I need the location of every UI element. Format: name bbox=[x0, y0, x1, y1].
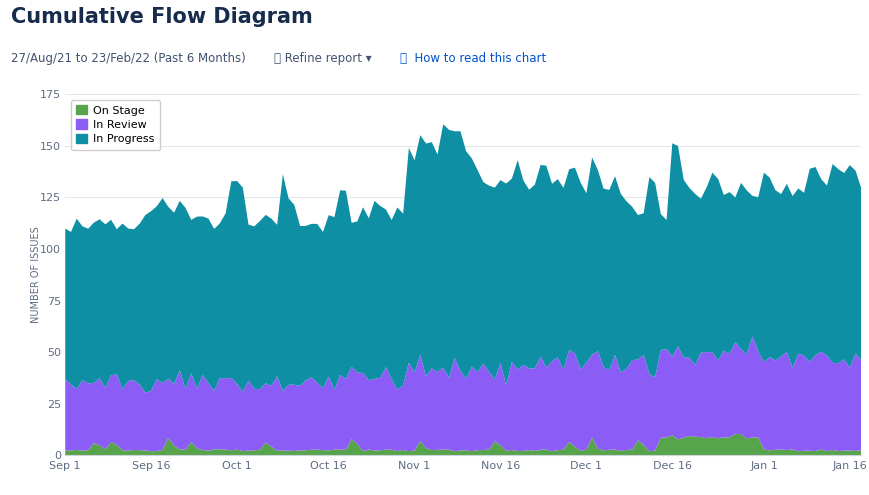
Legend: On Stage, In Review, In Progress: On Stage, In Review, In Progress bbox=[70, 99, 160, 150]
Text: ⓘ Refine report ▾: ⓘ Refine report ▾ bbox=[274, 52, 371, 65]
Y-axis label: NUMBER OF ISSUES: NUMBER OF ISSUES bbox=[30, 226, 41, 323]
Text: ⓗ  How to read this chart: ⓗ How to read this chart bbox=[400, 52, 546, 65]
Text: 27/Aug/21 to 23/Feb/22 (Past 6 Months): 27/Aug/21 to 23/Feb/22 (Past 6 Months) bbox=[11, 52, 246, 65]
Text: Cumulative Flow Diagram: Cumulative Flow Diagram bbox=[11, 7, 313, 27]
